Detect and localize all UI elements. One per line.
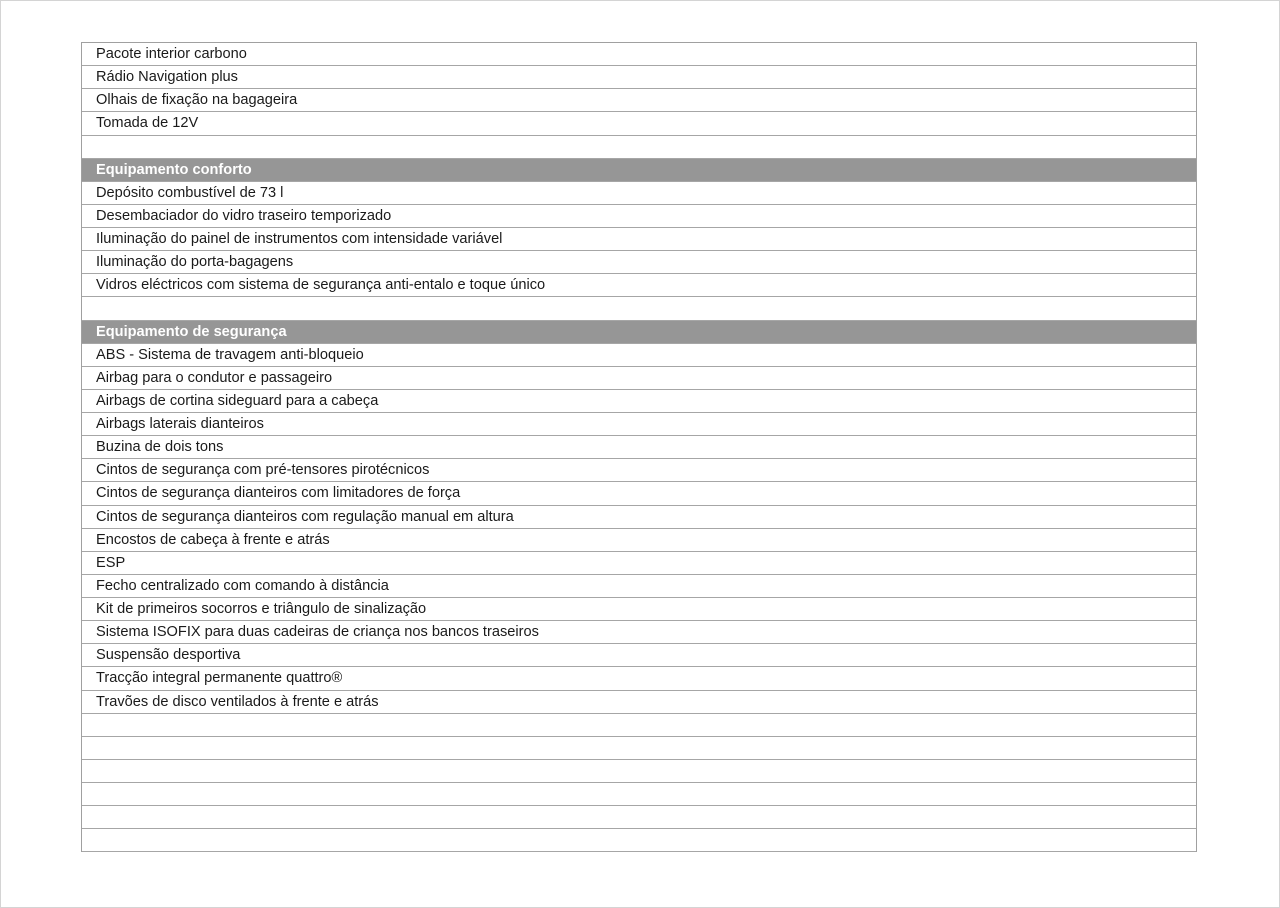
blank-row — [82, 297, 1196, 321]
table-row: Airbags laterais dianteiros — [82, 413, 1196, 437]
table-row: Tracção integral permanente quattro® — [82, 667, 1196, 691]
blank-row — [82, 136, 1196, 159]
table-row: Rádio Navigation plus — [82, 66, 1196, 90]
blank-row — [82, 829, 1196, 853]
table-row: Airbag para o condutor e passageiro — [82, 367, 1196, 390]
table-row: Fecho centralizado com comando à distânc… — [82, 575, 1196, 598]
blank-row — [82, 806, 1196, 830]
section-header: Equipamento conforto — [82, 158, 1196, 182]
equipment-table: Pacote interior carbono Rádio Navigation … — [81, 42, 1197, 853]
table-row: Encostos de cabeça à frente e atrás — [82, 529, 1196, 552]
table-row: Sistema ISOFIX para duas cadeiras de cri… — [82, 621, 1196, 645]
table-row: Cintos de segurança dianteiros com limit… — [82, 482, 1196, 506]
table-row: Kit de primeiros socorros e triângulo de… — [82, 598, 1196, 622]
table-row: Buzina de dois tons — [82, 436, 1196, 460]
table-row: Olhais de fixação na bagageira — [82, 89, 1196, 113]
table-row: Pacote interior carbono — [82, 43, 1196, 67]
table-row: ESP — [82, 552, 1196, 575]
table-row: Travões de disco ventilados à frente e a… — [82, 691, 1196, 714]
blank-row — [82, 760, 1196, 783]
table-row: Iluminação do porta-bagagens — [82, 251, 1196, 275]
table-row: Vidros eléctricos com sistema de seguran… — [82, 274, 1196, 298]
table-row: Cintos de segurança dianteiros com regul… — [82, 506, 1196, 529]
table-row: Depósito combustível de 73 l — [82, 182, 1196, 205]
section-header: Equipamento de segurança — [82, 320, 1196, 344]
blank-row — [82, 737, 1196, 760]
table-row: Desembaciador do vidro traseiro temporiz… — [82, 205, 1196, 228]
table-row: Tomada de 12V — [82, 112, 1196, 136]
table-row: Cintos de segurança com pré-tensores pir… — [82, 459, 1196, 483]
blank-row — [82, 714, 1196, 737]
blank-row — [82, 783, 1196, 807]
table-row: ABS - Sistema de travagem anti-bloqueio — [82, 344, 1196, 367]
table-row: Suspensão desportiva — [82, 644, 1196, 668]
table-row: Airbags de cortina sideguard para a cabe… — [82, 390, 1196, 413]
table-row: Iluminação do painel de instrumentos com… — [82, 228, 1196, 252]
